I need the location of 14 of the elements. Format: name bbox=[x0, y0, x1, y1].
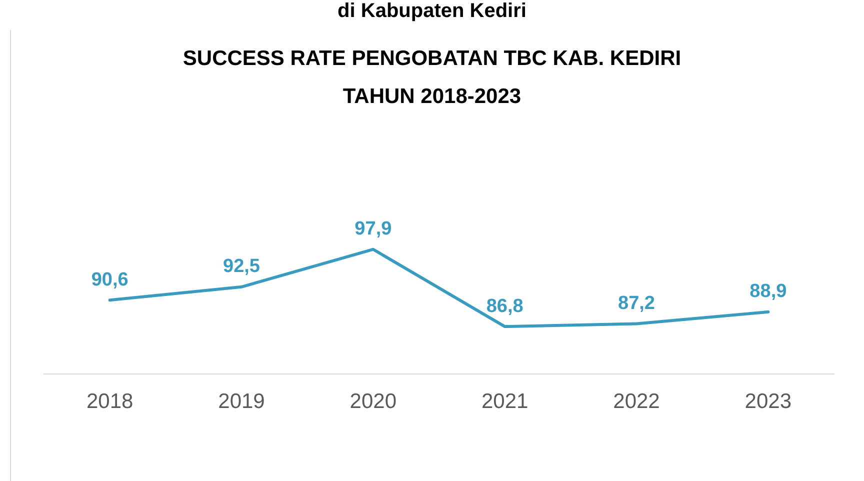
data-label: 97,9 bbox=[354, 218, 392, 240]
data-label: 88,9 bbox=[750, 281, 787, 302]
data-label: 87,2 bbox=[618, 292, 655, 314]
x-tick-label: 2020 bbox=[350, 390, 397, 414]
x-tick-label: 2021 bbox=[481, 390, 528, 414]
x-tick-label: 2019 bbox=[218, 390, 265, 414]
data-label: 92,5 bbox=[223, 256, 260, 278]
x-tick-label: 2018 bbox=[86, 390, 134, 414]
x-tick-label: 2022 bbox=[613, 390, 660, 414]
text: di Kabupaten Kediri bbox=[336, 0, 528, 23]
data-label: 86,8 bbox=[486, 296, 524, 317]
x-tick-label: 2023 bbox=[744, 390, 792, 414]
data-label: 90,6 bbox=[91, 269, 128, 290]
chart-title: SUCCESS RATE PENGOBATAN TBC KAB. KEDIRI TAHUN 2018-2023 bbox=[182, 46, 682, 110]
